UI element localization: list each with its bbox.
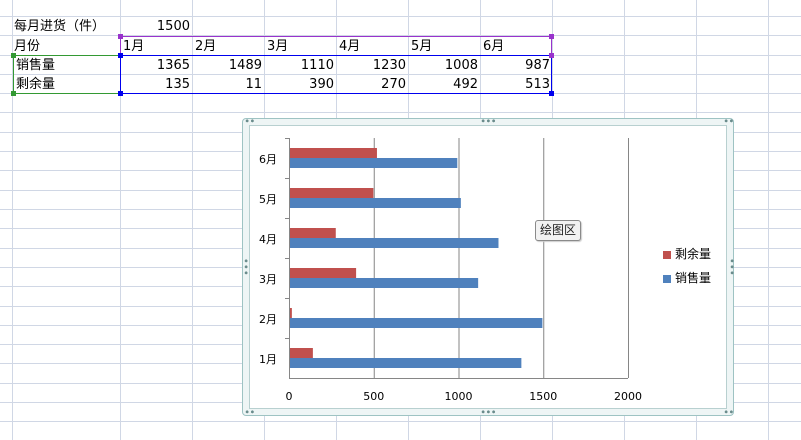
cell-a4[interactable]: 剩余量 [16,77,56,92]
legend-entry-remain[interactable]: 剩余量 [663,246,711,262]
plot-area-tooltip: 绘图区 [535,220,582,241]
cell-d4[interactable]: 390 [309,77,334,92]
y-tick-label: 3月 [259,273,277,286]
range-handle[interactable] [11,91,16,96]
bar-sales[interactable] [290,318,543,328]
resize-handle-corner[interactable]: ∙∙ [723,116,734,127]
resize-handle-top[interactable]: ∙∙∙ [480,116,497,127]
cell-d3[interactable]: 1110 [300,58,334,73]
legend-label-sales: 销售量 [675,271,712,285]
bar-sales[interactable] [290,158,458,168]
bar-remain[interactable] [290,348,313,358]
bar-remain[interactable] [290,188,374,198]
cell-d2[interactable]: 3月 [267,39,289,54]
x-tick-label: 1000 [445,390,473,403]
x-tick-label: 0 [286,390,293,403]
range-handle[interactable] [11,53,16,58]
cell-f2[interactable]: 5月 [411,39,433,54]
resize-handle-right[interactable]: ∙ ∙ ∙ [729,256,735,279]
bar-sales[interactable] [290,358,522,368]
cell-b1[interactable]: 1500 [156,19,190,34]
bar-remain[interactable] [290,268,357,278]
cell-f4[interactable]: 492 [453,77,478,92]
cell-c3[interactable]: 1489 [228,58,262,73]
x-tick-label: 500 [363,390,384,403]
bar-remain[interactable] [290,228,336,238]
cell-c4[interactable]: 11 [245,77,262,92]
x-tick-label: 2000 [614,390,642,403]
legend-label-remain: 剩余量 [675,247,712,261]
cell-g3[interactable]: 987 [525,58,550,73]
cell-a2[interactable]: 月份 [14,39,41,54]
cell-a1[interactable]: 每月进货（件） [14,19,106,34]
resize-handle-corner[interactable]: ∙∙ [723,407,734,418]
cell-g2[interactable]: 6月 [483,39,505,54]
y-tick-label: 1月 [259,353,277,366]
cell-b4[interactable]: 135 [165,77,190,92]
cell-e3[interactable]: 1230 [372,58,406,73]
cell-c2[interactable]: 2月 [195,39,217,54]
cell-b3[interactable]: 1365 [156,58,190,73]
y-tick-label: 4月 [259,233,277,246]
legend-entry-sales[interactable]: 销售量 [663,270,711,286]
resize-handle-corner[interactable]: ∙∙ [244,116,255,127]
range-handle[interactable] [118,53,123,58]
cell-g4[interactable]: 513 [525,77,550,92]
legend-swatch-sales [663,274,671,283]
y-tick-label: 2月 [259,313,277,326]
cell-f3[interactable]: 1008 [444,58,478,73]
bar-sales[interactable] [290,198,461,208]
bar-sales[interactable] [290,278,479,288]
bar-remain[interactable] [290,308,292,318]
range-handle[interactable] [549,34,554,39]
range-handle[interactable] [118,34,123,39]
y-tick-label: 5月 [259,193,277,206]
cell-e2[interactable]: 4月 [339,39,361,54]
range-handle[interactable] [549,91,554,96]
resize-handle-corner[interactable]: ∙∙ [244,407,255,418]
range-handle[interactable] [549,53,554,58]
bar-sales[interactable] [290,238,499,248]
bar-remain[interactable] [290,148,377,158]
resize-handle-left[interactable]: ∙ ∙ ∙ [243,256,249,279]
cell-a3[interactable]: 销售量 [16,58,56,73]
legend-swatch-remain [663,250,671,259]
cell-b2[interactable]: 1月 [123,39,145,54]
cell-e4[interactable]: 270 [381,77,406,92]
x-tick-label: 1500 [529,390,557,403]
y-tick-label: 6月 [259,153,277,166]
resize-handle-bottom[interactable]: ∙∙∙ [480,407,497,418]
range-handle[interactable] [118,91,123,96]
